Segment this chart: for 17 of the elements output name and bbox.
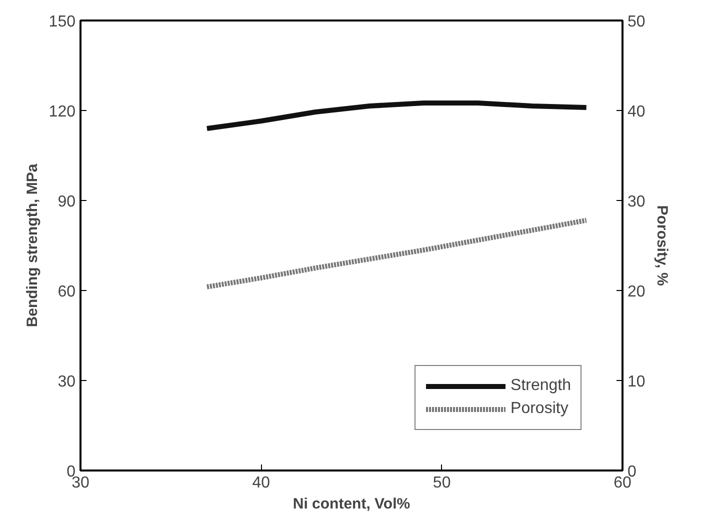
- y2-tick-label: 10: [628, 374, 646, 390]
- legend-label: Strength: [510, 377, 571, 395]
- y2-tick-label: 20: [628, 284, 646, 300]
- y2-tick-label: 50: [628, 14, 646, 30]
- y2-tick-label: 40: [628, 104, 646, 120]
- y-tick-label: 120: [48, 104, 76, 120]
- x-axis-title: Ni content, Vol%: [292, 496, 410, 512]
- y2-tick-label: 30: [628, 194, 646, 210]
- y-tick-label: 150: [48, 14, 76, 30]
- y2-axis-title: Porosity, %: [653, 205, 670, 286]
- x-tick-label: 50: [432, 474, 451, 492]
- y-tick-label: 90: [58, 194, 76, 210]
- y-tick-label: 60: [58, 284, 76, 300]
- x-tick-label: 40: [252, 474, 270, 492]
- y-axis-title: Bending strength, MPa: [24, 163, 41, 328]
- y-tick-label: 30: [58, 374, 76, 390]
- legend-label: Porosity: [510, 400, 568, 418]
